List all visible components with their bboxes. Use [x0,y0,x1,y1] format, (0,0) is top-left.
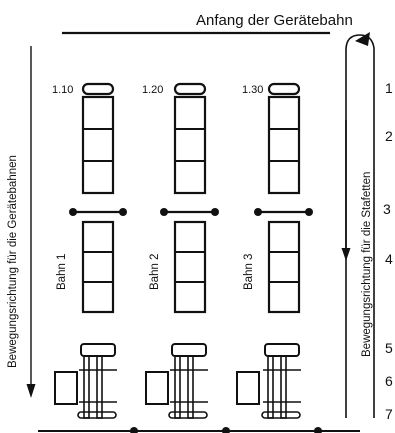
finish-post [314,427,322,433]
starting-block [81,82,115,96]
station-number: 7 [385,406,393,422]
upper-mat-stack [81,95,115,195]
hurdle-post [254,208,262,216]
station-number: 2 [385,128,393,144]
left-direction-label: Bewegungsrichtung für die Gerätebahnen [7,155,19,368]
hurdle-post [211,208,219,216]
lane-3: 1.30 Bahn 3 [236,82,313,419]
left-direction-arrowhead [26,384,36,398]
lane-label: Bahn 3 [243,254,255,290]
lane-1: 1.10 Bahn 1 [52,82,127,419]
station-number: 3 [383,201,391,217]
relay-loop-path [345,34,375,418]
lane-number: 1.10 [52,84,73,96]
finish-post [130,427,138,433]
starting-block [267,82,301,96]
lane-number: 1.20 [142,84,163,96]
hurdle-post [119,208,127,216]
course-start-title: Anfang der Gerätebahn [196,12,353,29]
starting-block [173,82,207,96]
station-number: 6 [385,373,393,389]
finish-post [222,427,230,433]
station-number: 4 [385,251,393,267]
lower-mat-stack [267,220,301,314]
lane-label: Bahn 1 [56,254,68,290]
right-direction-label: Bewegungsrichtung für die Stafetten [361,172,373,357]
hurdle-post [69,208,77,216]
lower-mat-stack [81,220,115,314]
relay-down-arrowhead [341,248,351,261]
lane-label: Bahn 2 [149,254,161,290]
lane-number: 1.30 [242,84,263,96]
lower-mat-stack [173,220,207,314]
relay-top-arrowhead [355,32,370,46]
lane-2: 1.20 Bahn 2 [142,82,219,419]
station-number: 1 [385,80,393,96]
upper-mat-stack [267,95,301,195]
station-number: 5 [385,340,393,356]
upper-mat-stack [173,95,207,195]
hurdle-post [160,208,168,216]
hurdle-post [305,208,313,216]
